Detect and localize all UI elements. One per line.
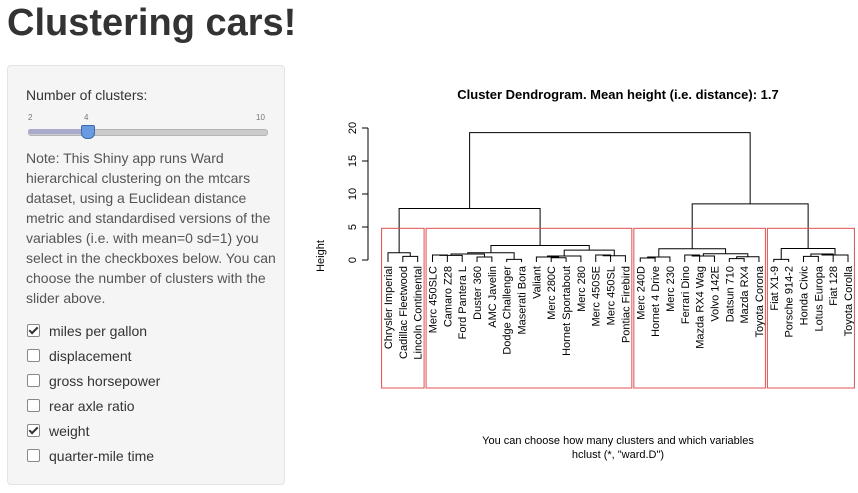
- y-tick-label: 10: [347, 188, 359, 200]
- checkbox-label: quarter-mile time: [49, 447, 155, 464]
- app-note: Note: This Shiny app runs Ward hierarchi…: [26, 150, 276, 306]
- checkbox-label: gross horsepower: [49, 372, 161, 389]
- x-axis-label-line2: hclust (*, "ward.D"): [572, 449, 664, 461]
- dendrogram-branch: [398, 208, 541, 253]
- dendrogram-plot: Cluster Dendrogram. Mean height (i.e. di…: [315, 87, 855, 461]
- leaf-label: AMC Javelin: [487, 266, 499, 328]
- dendrogram-branch: [773, 258, 790, 262]
- checkbox-label: displacement: [49, 347, 132, 364]
- sidebar-panel: Number of clusters: 2 4 10 Note: This Sh…: [7, 65, 285, 485]
- dendrogram-branch: [547, 255, 582, 262]
- slider-fill: [28, 129, 87, 134]
- app-title: Clustering cars!: [7, 2, 297, 44]
- checkbox-qsec[interactable]: quarter-mile time: [27, 443, 160, 468]
- leaf-label: Merc 280C: [546, 266, 558, 320]
- variable-checkboxes: miles per gallon displacement gross hors…: [27, 318, 160, 468]
- cluster-rectangles: [381, 227, 855, 389]
- checkbox-box[interactable]: [27, 349, 40, 362]
- leaf-label: Chrysler Imperial: [383, 266, 395, 349]
- leaf-label: Fiat X1-9: [769, 266, 781, 311]
- y-tick-label: 15: [347, 155, 359, 167]
- leaf-label: Lincoln Continental: [413, 266, 425, 360]
- leaf-label: Lotus Europa: [813, 265, 825, 331]
- y-tick-label: 0: [347, 257, 359, 263]
- leaf-label: Merc 280: [576, 266, 588, 312]
- dendrogram-branch: [432, 254, 448, 262]
- slider-max-label: 10: [256, 113, 265, 122]
- leaf-label: Merc 450SL: [606, 266, 618, 325]
- y-tick-label: 5: [347, 224, 359, 230]
- dendrogram-branch: [691, 203, 809, 249]
- leaf-labels: Chrysler Imperial Cadillac Fleetwood Linco…: [383, 265, 855, 359]
- checkbox-box[interactable]: [27, 424, 40, 437]
- checkbox-box[interactable]: [27, 324, 40, 337]
- leaf-label: Merc 450SE: [591, 266, 603, 327]
- leaf-label: Camaro Z28: [442, 266, 454, 327]
- dendrogram-branch: [602, 255, 626, 262]
- dendrogram-branches: [387, 132, 849, 262]
- dendrogram-branch: [387, 252, 411, 262]
- leaf-label: Toyota Corolla: [843, 265, 855, 336]
- cluster-rectangle: [425, 227, 633, 389]
- dendrogram-branch: [691, 255, 715, 262]
- slider-label: Number of clusters:: [26, 87, 148, 103]
- leaf-label: Cadillac Fleetwood: [398, 266, 410, 359]
- leaf-label: Honda Civic: [798, 266, 810, 326]
- checkbox-box[interactable]: [27, 449, 40, 462]
- leaf-label: Toyota Corona: [754, 265, 766, 337]
- y-tick-label: 20: [347, 122, 359, 134]
- slider-value-label: 4: [84, 113, 89, 122]
- checkbox-box[interactable]: [27, 399, 40, 412]
- checkbox-hp[interactable]: gross horsepower: [27, 368, 160, 393]
- chart-title: Cluster Dendrogram. Mean height (i.e. di…: [457, 87, 778, 102]
- checkbox-mpg[interactable]: miles per gallon: [27, 318, 160, 343]
- dendrogram-branch: [728, 258, 745, 262]
- y-axis: 0 5 10 15 20: [347, 122, 369, 263]
- y-axis-label: Height: [315, 240, 327, 272]
- dendrogram-branch: [736, 256, 760, 262]
- checkbox-label: miles per gallon: [49, 322, 148, 339]
- leaf-label: Hornet 4 Drive: [650, 266, 662, 337]
- leaf-label: Datsun 710: [724, 266, 736, 322]
- checkbox-box[interactable]: [27, 374, 40, 387]
- leaf-label: Mazda RX4 Wag: [695, 266, 707, 349]
- leaf-label: Merc 230: [665, 266, 677, 312]
- dendrogram-branch: [506, 258, 523, 262]
- dendrogram-branch: [490, 244, 590, 253]
- leaf-label: Maserati Bora: [517, 265, 529, 334]
- cluster-rectangle: [381, 227, 425, 389]
- leaf-label: Ferrari Dino: [680, 266, 692, 324]
- slider-handle[interactable]: [81, 125, 95, 139]
- leaf-label: Merc 240D: [635, 266, 647, 320]
- dendrogram-branch: [550, 257, 567, 262]
- leaf-label: Duster 360: [472, 266, 484, 320]
- leaf-label: Hornet Sportabout: [561, 266, 573, 356]
- leaf-label: Dodge Challenger: [502, 266, 514, 355]
- cluster-rectangle: [633, 227, 766, 389]
- checkbox-label: rear axle ratio: [49, 397, 135, 414]
- dendrogram-branch: [639, 257, 656, 262]
- checkbox-disp[interactable]: displacement: [27, 343, 160, 368]
- leaf-label: Pontiac Firebird: [620, 266, 632, 343]
- leaf-label: Volvo 142E: [709, 266, 721, 322]
- checkbox-drat[interactable]: rear axle ratio: [27, 393, 160, 418]
- dendrogram-branch: [476, 256, 493, 262]
- leaf-label: Porsche 914-2: [784, 266, 796, 338]
- x-axis-label-line1: You can choose how many clusters and whi…: [482, 435, 754, 447]
- leaf-label: Fiat 128: [828, 266, 840, 306]
- dendrogram-branch: [802, 255, 819, 262]
- leaf-label: Merc 450SLC: [428, 266, 440, 333]
- leaf-label: Mazda RX4: [739, 266, 751, 323]
- checkbox-wt[interactable]: weight: [27, 418, 160, 443]
- dendrogram-branch: [821, 254, 849, 262]
- leaf-label: Valiant: [531, 266, 543, 299]
- checkbox-label: weight: [49, 422, 90, 439]
- dendrogram-branch: [402, 255, 419, 262]
- dendrogram-branch: [469, 132, 751, 209]
- cluster-rectangle: [766, 227, 855, 389]
- slider-min-label: 2: [28, 113, 33, 122]
- leaf-label: Ford Pantera L: [457, 266, 469, 339]
- dendrogram-branch: [439, 254, 463, 262]
